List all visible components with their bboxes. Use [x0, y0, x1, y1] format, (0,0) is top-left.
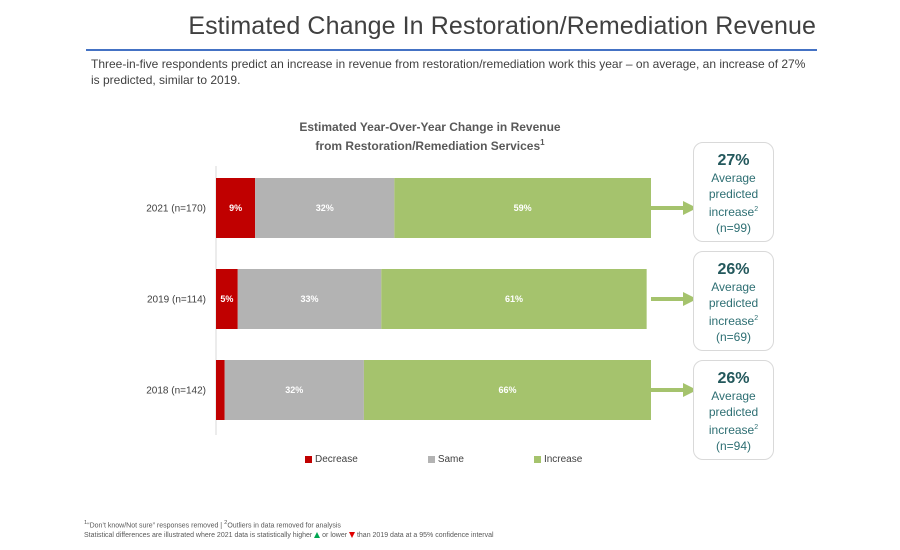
bar-segment-same	[255, 178, 395, 238]
legend-swatch-increase	[533, 456, 541, 463]
bar-segment-increase	[394, 178, 651, 238]
chart-title-line2-text: from Restoration/Remediation Services	[315, 139, 541, 153]
bar-segment-decrease	[216, 360, 225, 420]
bar-data-label: 9%	[229, 203, 242, 213]
callout-line1: Average	[711, 389, 756, 403]
callout-sup: 2	[754, 315, 759, 322]
legend-label-decrease: Decrease	[315, 454, 358, 465]
chart-title-superscript: 1	[540, 138, 545, 147]
footnote-sup1: 1	[84, 520, 88, 526]
arrow-head-icon	[683, 292, 697, 306]
footnote-line2: Statistical differences are illustrated …	[84, 531, 494, 541]
legend-item-decrease: Decrease	[305, 454, 358, 465]
chart-title-line1: Estimated Year-Over-Year Change in Reven…	[299, 120, 561, 134]
footnote-text-1b: Outliers in data removed for analysis	[227, 522, 341, 530]
footnote-text-2c: than 2019 data at a 95% confidence inter…	[355, 532, 494, 540]
page-subtitle: Three-in-five respondents predict an inc…	[91, 57, 806, 87]
bar-segment-increase	[363, 360, 651, 420]
category-label: 2018 (n=142)	[146, 386, 206, 397]
arrow-head-icon	[683, 201, 697, 215]
page-title: Estimated Change In Restoration/Remediat…	[188, 12, 816, 40]
bar-segment-same	[224, 360, 364, 420]
bar-data-label: 5%	[220, 294, 233, 304]
category-label: 2021 (n=170)	[146, 204, 206, 215]
bar-data-label: 59%	[514, 203, 532, 213]
footnotes: 1“Don’t know/Not sure” responses removed…	[84, 518, 494, 541]
footnote-text-2a: Statistical differences are illustrated …	[84, 532, 315, 540]
callout-n: (n=94)	[715, 438, 752, 453]
bar-data-label: 32%	[316, 203, 334, 213]
title-divider	[86, 49, 817, 51]
callout-2019: 26% Average predicted increase2 (n=69)	[693, 251, 774, 351]
bar-segment-same	[237, 269, 382, 329]
callout-line3-text: increase	[708, 423, 755, 437]
callout-pct: 26%	[717, 370, 750, 387]
bar-segment-increase	[381, 269, 647, 329]
callout-line1: Average	[711, 280, 756, 294]
callout-pct: 27%	[717, 152, 750, 169]
triangle-down-icon	[349, 532, 356, 539]
bar-segment-decrease	[216, 178, 256, 238]
chart-legend: Decrease Same Increase	[305, 454, 582, 465]
footnote-text-1a: “Don’t know/Not sure” responses removed …	[87, 522, 225, 530]
bar-data-label: 32%	[285, 385, 303, 395]
callout-line3: increase2	[694, 202, 773, 221]
callout-line2: predicted	[708, 295, 759, 310]
callout-line3: increase2	[694, 311, 773, 330]
arrow-head-icon	[683, 383, 697, 397]
bar-data-label: 33%	[301, 294, 319, 304]
footnote-text-2b: or lower	[320, 532, 350, 540]
callout-line3: increase2	[694, 420, 773, 439]
category-label: 2019 (n=114)	[147, 295, 206, 306]
callout-2021: 27% Average predicted increase2 (n=99)	[693, 142, 774, 242]
callout-line2: predicted	[708, 186, 759, 201]
callout-sup: 2	[754, 206, 759, 213]
callout-line3-text: increase	[708, 314, 755, 328]
bar-data-label: 66%	[498, 385, 516, 395]
legend-label-same: Same	[437, 454, 464, 465]
callout-2018: 26% Average predicted increase2 (n=94)	[693, 360, 774, 460]
callout-n: (n=99)	[715, 220, 752, 235]
legend-swatch-decrease	[305, 456, 312, 463]
legend-swatch-same	[427, 456, 435, 463]
triangle-up-icon	[314, 532, 321, 539]
chart-title: Estimated Year-Over-Year Change in Reven…	[230, 119, 630, 154]
legend-item-increase: Increase	[533, 454, 583, 465]
chart-title-line2: from Restoration/Remediation Services1	[230, 135, 630, 154]
callout-sup: 2	[754, 424, 759, 431]
callout-line2: predicted	[708, 404, 759, 419]
legend-label-increase: Increase	[543, 454, 583, 465]
footnote-sup2: 2	[224, 520, 228, 526]
callout-line3-text: increase	[708, 205, 755, 219]
bar-segment-decrease	[216, 269, 238, 329]
callout-line1: Average	[711, 171, 756, 185]
footnote-line1: 1“Don’t know/Not sure” responses removed…	[84, 518, 494, 531]
callout-n: (n=69)	[715, 329, 752, 344]
legend-item-same: Same	[427, 454, 464, 465]
bar-data-label: 61%	[505, 294, 523, 304]
callout-pct: 26%	[717, 261, 750, 278]
